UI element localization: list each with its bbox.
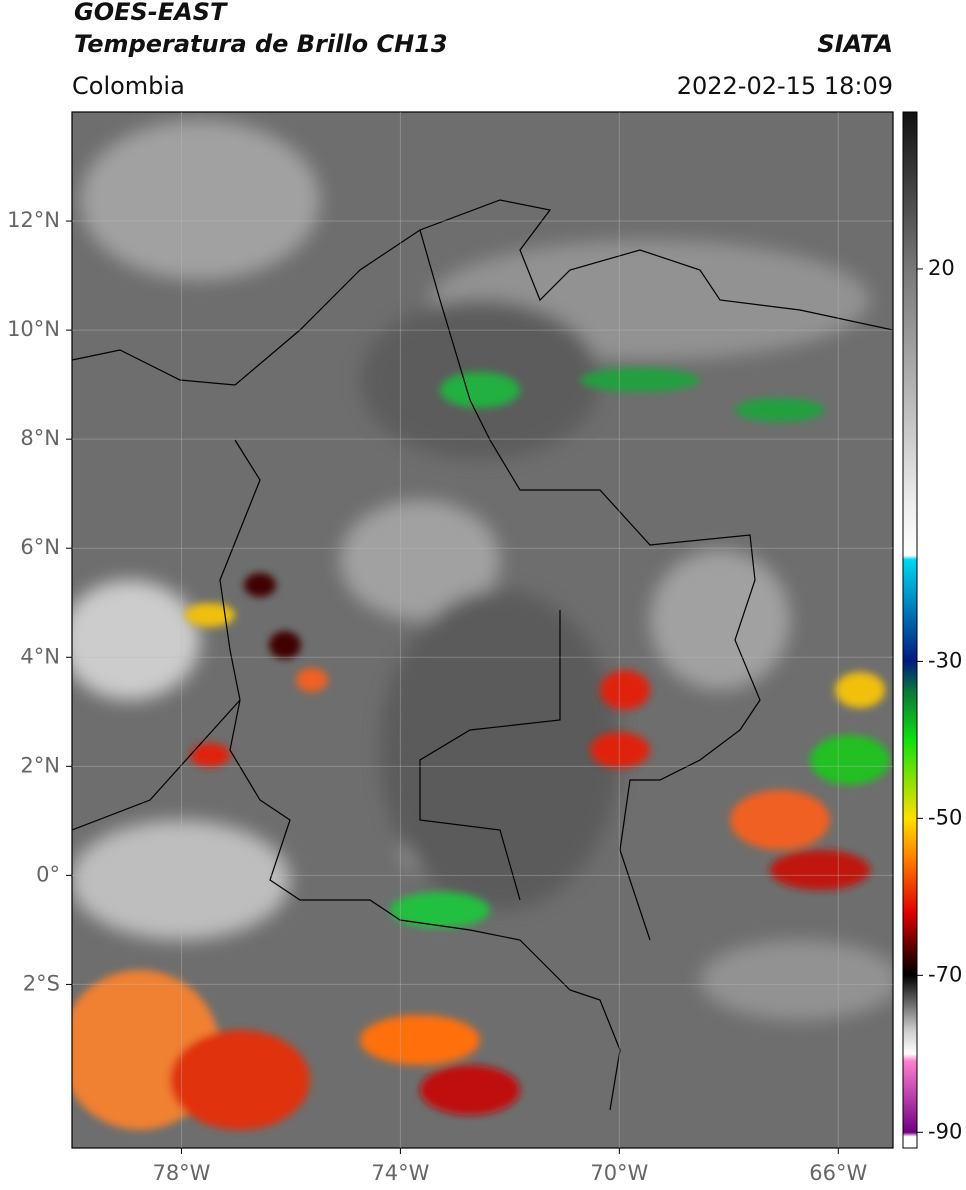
y-tick-label: 2°S — [23, 971, 60, 995]
y-tick-label: 2°N — [20, 753, 60, 777]
y-tick-label: 8°N — [20, 426, 60, 450]
x-tick-label: 66°W — [809, 1161, 867, 1185]
colorbar-tick-label: -50 — [928, 805, 962, 829]
x-tick-label: 78°W — [152, 1161, 210, 1185]
colorbar-tick-label: 20 — [928, 256, 955, 280]
satellite-image — [72, 112, 893, 1148]
y-tick-label: 10°N — [7, 317, 60, 341]
borders — [72, 199, 893, 1111]
y-tick-label: 12°N — [7, 208, 60, 232]
title: GOES-EAST — [74, 0, 228, 26]
agency: SIATA — [817, 30, 893, 58]
timestamp: 2022-02-15 18:09 — [677, 72, 893, 100]
y-tick-label: 6°N — [20, 535, 60, 559]
x-tick-label: 74°W — [371, 1161, 429, 1185]
colorbar-tick-label: -90 — [928, 1119, 962, 1143]
map-frame — [71, 111, 894, 1149]
colorbar-tick-label: -70 — [928, 962, 962, 986]
title: Temperatura de Brillo CH13 — [74, 30, 448, 58]
colorbar — [902, 111, 918, 1149]
y-tick-label: 0° — [36, 862, 60, 886]
x-tick-label: 70°W — [590, 1161, 648, 1185]
region: Colombia — [72, 72, 185, 100]
colorbar-tick-label: -30 — [928, 648, 962, 672]
y-tick-label: 4°N — [20, 644, 60, 668]
